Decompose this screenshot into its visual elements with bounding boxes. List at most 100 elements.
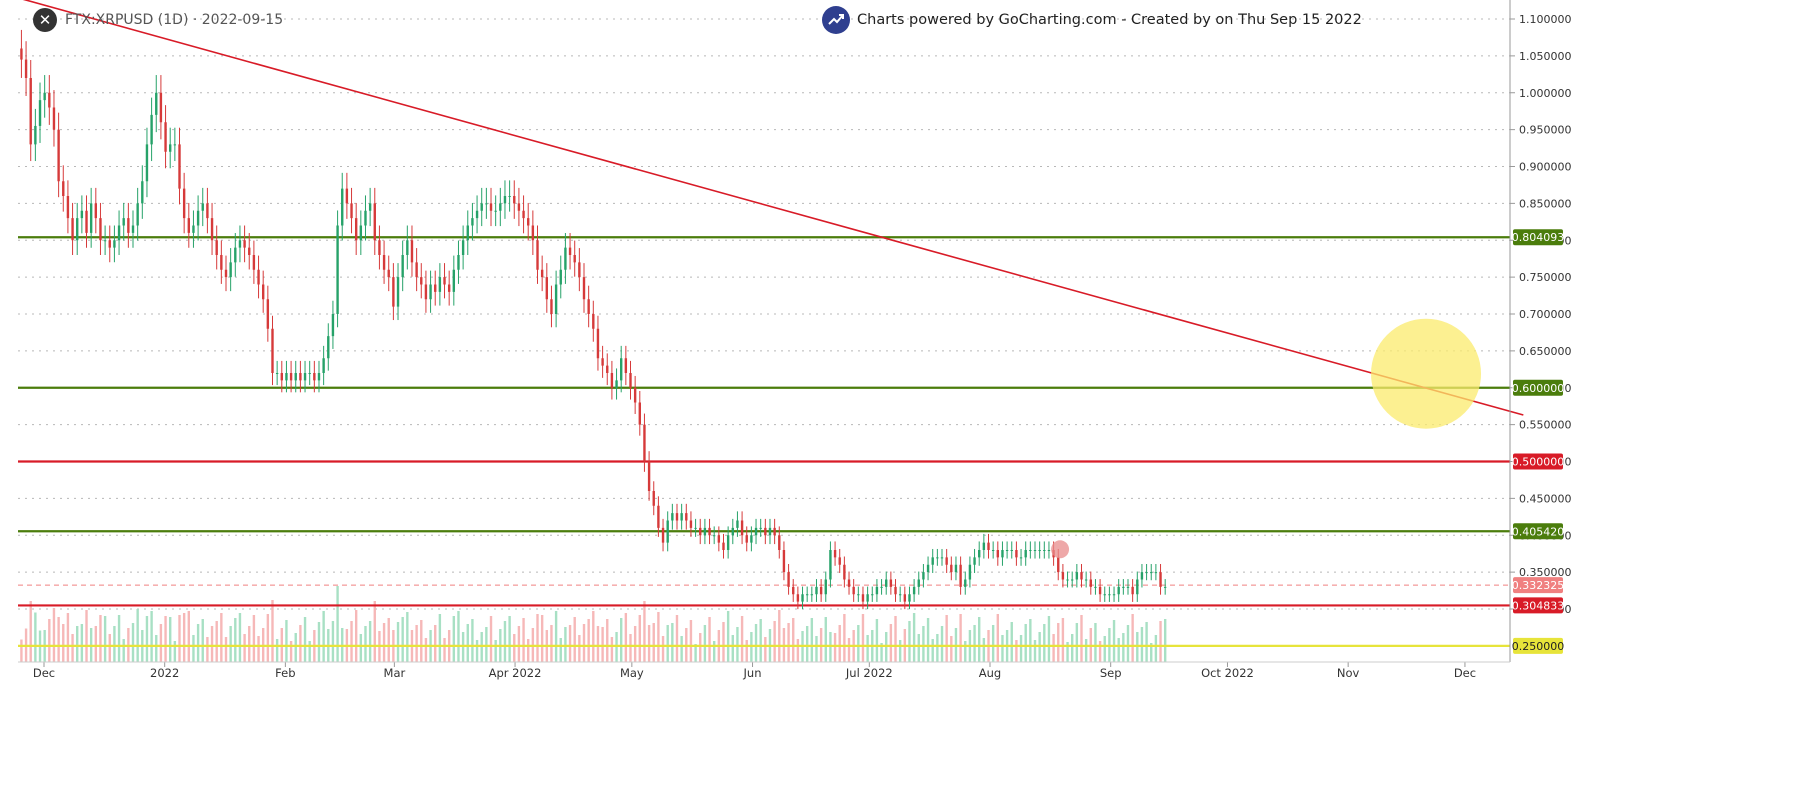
candle-body bbox=[991, 550, 995, 551]
volume-bar bbox=[898, 640, 902, 662]
level-badge bbox=[1513, 453, 1563, 470]
candle-body bbox=[447, 284, 451, 292]
candle-body bbox=[601, 358, 604, 366]
volume-bar bbox=[173, 641, 177, 662]
candle-body bbox=[187, 218, 190, 233]
candle-body bbox=[708, 527, 711, 536]
candle-body bbox=[545, 277, 549, 300]
candle-body bbox=[908, 594, 911, 602]
volume-bar bbox=[382, 623, 386, 662]
volume-bar bbox=[94, 626, 98, 662]
volume-bar bbox=[940, 626, 944, 662]
volume-bar bbox=[750, 632, 753, 662]
volume-bar bbox=[703, 625, 707, 662]
volume-bar bbox=[759, 619, 762, 662]
candle-body bbox=[996, 550, 1000, 558]
highlight-layer bbox=[1051, 318, 1482, 559]
level-label: 0.405420 bbox=[1512, 525, 1565, 538]
volume-bar bbox=[689, 620, 693, 662]
candle-body bbox=[699, 527, 702, 536]
y-tick-label: 0.700000 bbox=[1519, 308, 1572, 321]
volume-bar bbox=[275, 639, 279, 662]
volume-bar bbox=[1140, 627, 1144, 662]
gocharting-logo-icon bbox=[822, 6, 850, 34]
volume-bar bbox=[1122, 633, 1125, 662]
volume-bar bbox=[494, 640, 497, 662]
volume-bar bbox=[554, 611, 558, 662]
candle-body bbox=[1019, 557, 1023, 559]
candle-body bbox=[517, 203, 521, 211]
candle-body bbox=[731, 527, 734, 536]
credit-text: Charts powered by GoCharting.com - Creat… bbox=[857, 12, 1362, 28]
candle-body bbox=[303, 373, 307, 381]
volume-bar bbox=[1038, 632, 1041, 662]
candle-body bbox=[596, 328, 600, 359]
candle-body bbox=[331, 314, 335, 337]
candle-body bbox=[1122, 586, 1125, 588]
candle-body bbox=[1010, 550, 1013, 551]
volume-bar bbox=[187, 611, 190, 662]
volume-bar bbox=[229, 626, 232, 662]
candle-body bbox=[898, 594, 902, 596]
candle-body bbox=[922, 572, 925, 580]
candle-body bbox=[573, 255, 576, 263]
candle-body bbox=[522, 210, 525, 219]
volume-bar bbox=[434, 625, 437, 662]
candle-body bbox=[847, 579, 851, 587]
volume-bar bbox=[1052, 634, 1055, 662]
volume-bar bbox=[615, 632, 618, 662]
volume-bar bbox=[712, 641, 716, 662]
candle-body bbox=[71, 218, 74, 241]
volume-bar bbox=[299, 625, 302, 662]
volume-bar bbox=[34, 612, 37, 662]
volume-bar bbox=[810, 618, 814, 662]
candle-body bbox=[587, 299, 590, 314]
level-badge bbox=[1513, 523, 1563, 540]
volume-bar bbox=[336, 586, 339, 662]
volume-bar bbox=[331, 621, 335, 662]
candle-body bbox=[499, 203, 502, 211]
candle-body bbox=[452, 269, 456, 292]
candle-body bbox=[248, 247, 251, 255]
volume-bar bbox=[210, 626, 214, 662]
volume-bar bbox=[517, 626, 521, 662]
candle-body bbox=[606, 365, 609, 373]
candle-body bbox=[345, 188, 349, 204]
candle-body bbox=[559, 269, 562, 285]
candle-body bbox=[127, 218, 130, 233]
candle-body bbox=[629, 373, 632, 388]
level-badge bbox=[1513, 637, 1563, 654]
candle-body bbox=[550, 299, 553, 314]
candle-body bbox=[164, 122, 167, 152]
candle-body bbox=[1080, 572, 1083, 580]
volume-bar bbox=[257, 636, 260, 662]
candle-body bbox=[954, 564, 958, 573]
volume-bar bbox=[136, 609, 139, 662]
candle-body bbox=[829, 550, 832, 580]
volume-bar bbox=[838, 625, 841, 662]
candle-body bbox=[1094, 586, 1097, 588]
candle-body bbox=[582, 277, 586, 300]
volume-bar bbox=[1015, 640, 1018, 662]
candle-body bbox=[675, 513, 679, 521]
last-price-label: 0.332325 bbox=[1512, 579, 1565, 592]
candle-body bbox=[968, 564, 972, 580]
candle-body bbox=[234, 247, 237, 263]
volume-bar bbox=[1131, 614, 1134, 662]
volume-bar bbox=[373, 601, 376, 662]
candle-body bbox=[843, 564, 846, 580]
volume-bar bbox=[582, 624, 586, 662]
candle-body bbox=[982, 542, 986, 550]
volume-bar bbox=[164, 616, 167, 662]
candle-body bbox=[308, 373, 311, 374]
volume-bar bbox=[387, 618, 390, 662]
candle-body bbox=[759, 527, 762, 529]
volume-bar bbox=[1010, 622, 1013, 662]
volume-bar bbox=[652, 623, 655, 662]
candle-body bbox=[327, 336, 330, 359]
candle-body bbox=[624, 358, 628, 373]
candle-body bbox=[671, 513, 674, 521]
candle-body bbox=[424, 284, 428, 300]
